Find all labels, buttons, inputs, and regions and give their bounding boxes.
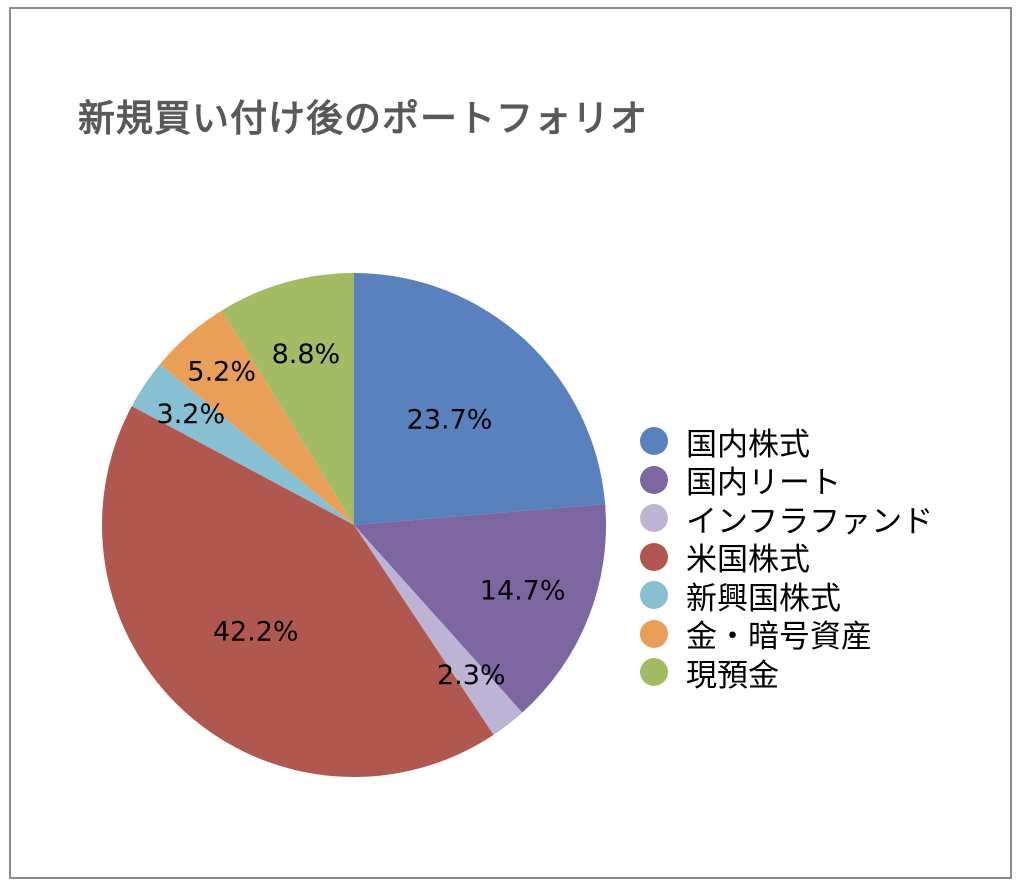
slice-data-label: 5.2%	[187, 356, 256, 387]
chart-legend: 国内株式 国内リート インフラファンド 米国株式 新興国株式 金・暗号資産 現預金	[640, 422, 934, 694]
legend-swatch	[640, 465, 668, 494]
legend-label: 金・暗号資産	[686, 619, 872, 656]
slice-data-label: 8.8%	[272, 339, 341, 370]
legend-item: 金・暗号資産	[640, 615, 933, 655]
pie-data-labels: 23.7% 14.7% 2.3% 42.2% 3.2% 5.2% 8.8%	[157, 339, 566, 691]
legend-label: 国内株式	[686, 426, 810, 463]
legend-label: 国内リート	[686, 465, 841, 502]
legend-swatch	[640, 542, 668, 571]
legend-label: 現預金	[686, 657, 779, 694]
pie-slice	[221, 273, 354, 525]
legend-swatch	[640, 427, 668, 456]
legend-item: 現預金	[640, 653, 933, 694]
pie-slice	[159, 310, 354, 525]
pie-slice	[131, 364, 354, 525]
slice-data-label: 23.7%	[407, 405, 493, 436]
legend-label: 米国株式	[686, 542, 810, 579]
legend-item: 新興国株式	[640, 576, 933, 617]
legend-item: 米国株式	[640, 538, 933, 578]
slice-data-label: 14.7%	[480, 575, 566, 606]
pie-slice	[354, 525, 523, 735]
legend-item: 国内株式	[640, 422, 933, 463]
slice-data-label: 3.2%	[157, 399, 226, 430]
slice-data-label: 42.2%	[213, 617, 299, 648]
legend-item: 国内リート	[640, 461, 933, 501]
legend-swatch	[640, 581, 668, 610]
legend-item: インフラファンド	[640, 499, 934, 540]
slice-data-label: 2.3%	[437, 660, 506, 691]
legend-swatch	[640, 658, 668, 687]
legend-swatch	[640, 504, 668, 533]
legend-label: 新興国株式	[686, 580, 841, 617]
chart-title: 新規買い付け後のポートフォリオ	[78, 97, 648, 140]
pie-slice	[354, 273, 606, 525]
legend-label: インフラファンド	[686, 503, 934, 540]
legend-swatch	[640, 619, 668, 648]
pie-slice	[101, 406, 494, 777]
pie-slices	[101, 273, 606, 777]
pie-slice	[354, 504, 606, 713]
